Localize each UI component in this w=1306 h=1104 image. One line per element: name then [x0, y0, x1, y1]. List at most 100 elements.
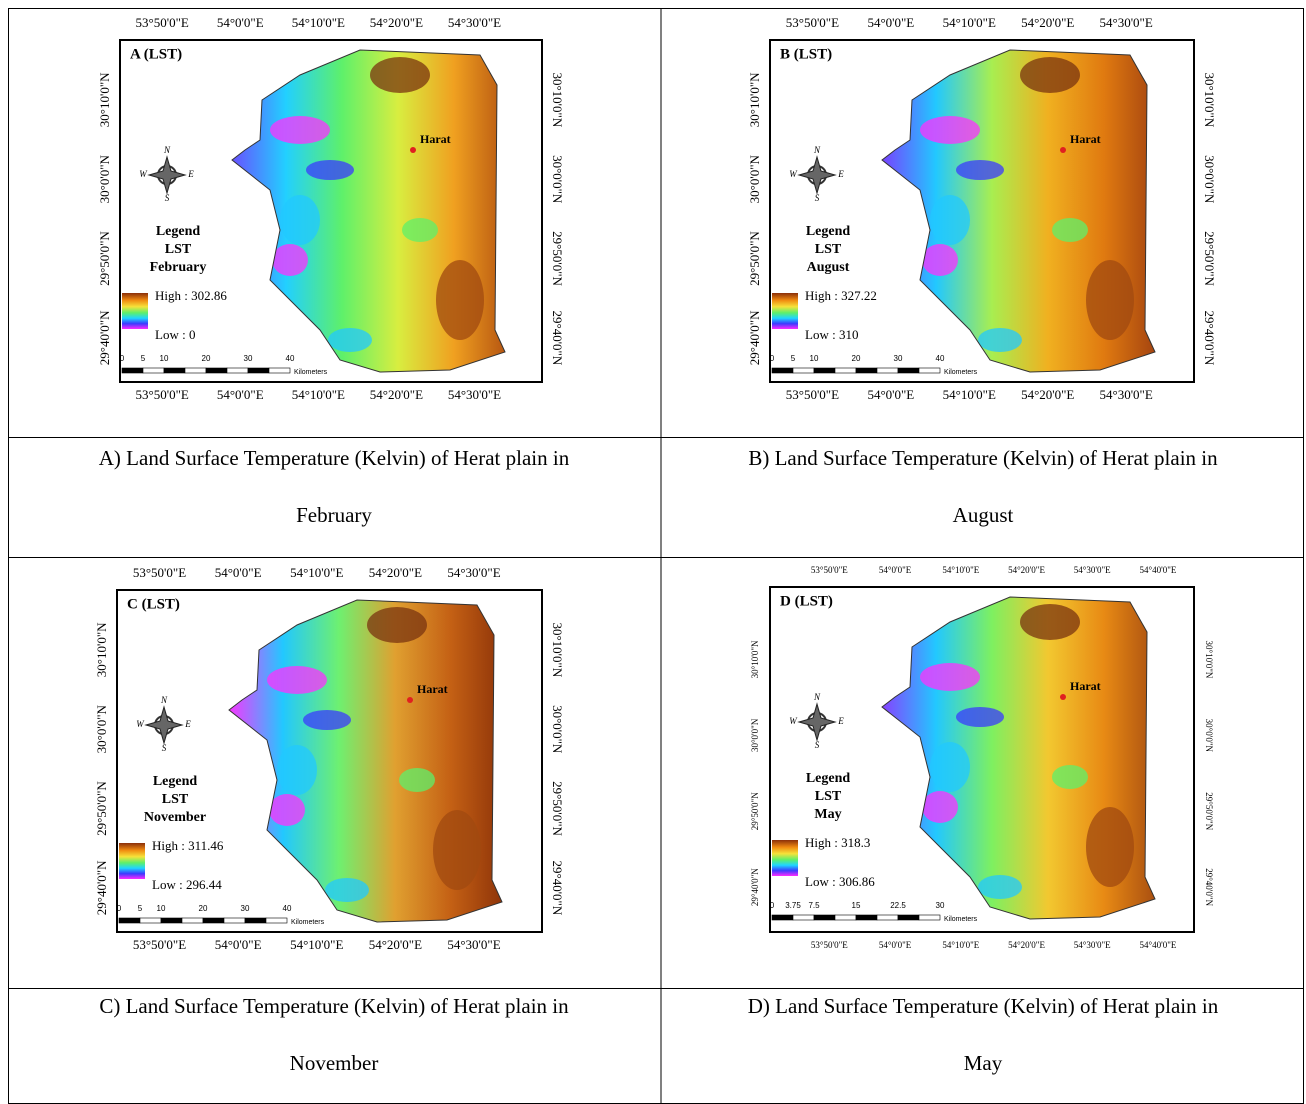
compass-star — [797, 155, 837, 195]
legend-title: August — [807, 260, 850, 275]
legend-high: High : 327.22 — [805, 288, 877, 303]
top-tick-label: 54°0'0"E — [215, 565, 262, 580]
caption: B) Land Surface Temperature (Kelvin) of … — [748, 446, 1218, 470]
left-tick-label: 29°40'0"N — [750, 868, 760, 906]
legend-low: Low : 310 — [805, 327, 858, 342]
scale-label: 15 — [852, 901, 861, 910]
scale-label: 10 — [157, 904, 166, 913]
compass-letter: S — [162, 743, 167, 753]
compass-letter: E — [837, 169, 844, 179]
scale-segment — [918, 367, 941, 374]
scale-unit: Kilometers — [294, 369, 328, 376]
caption: C) Land Surface Temperature (Kelvin) of … — [99, 994, 569, 1018]
map-boundary — [881, 596, 1156, 920]
legend-colorbar — [772, 840, 798, 876]
scale-label: 30 — [244, 354, 253, 363]
scale-label: 5 — [138, 904, 143, 913]
top-tick-label: 54°10'0"E — [943, 15, 996, 30]
lst-raster — [882, 50, 1155, 372]
lst-patch — [367, 607, 427, 643]
lst-patch — [978, 875, 1022, 899]
scale-segment — [855, 914, 878, 921]
lst-patch — [1020, 57, 1080, 93]
panel-label: A (LST) — [130, 46, 182, 62]
legend-title: LST — [815, 789, 842, 804]
top-tick-label: 54°10'0"E — [292, 15, 345, 30]
caption: August — [953, 503, 1014, 527]
city-marker — [407, 697, 413, 703]
scale-label: 0 — [117, 904, 122, 913]
scale-segment — [813, 367, 836, 374]
city-label: Harat — [1070, 132, 1101, 146]
scale-segment — [247, 367, 270, 374]
city-label: Harat — [1070, 679, 1101, 693]
right-tick-label: 30°0'0"N — [550, 155, 565, 204]
panel-label: B (LST) — [780, 46, 832, 62]
legend-title: LST — [815, 242, 842, 257]
bottom-tick-label: 54°0'0"E — [879, 940, 912, 950]
scale-label: 22.5 — [890, 901, 906, 910]
top-tick-label: 54°40'0"E — [1140, 565, 1177, 575]
compass-letter: W — [789, 169, 798, 179]
compass-letter: E — [184, 719, 191, 729]
scale-label: 20 — [852, 354, 861, 363]
compass-letter: E — [837, 716, 844, 726]
compass-letter: N — [163, 145, 171, 155]
scale-label: 40 — [936, 354, 945, 363]
caption: D) Land Surface Temperature (Kelvin) of … — [748, 994, 1219, 1018]
left-tick-label: 29°50'0"N — [97, 231, 112, 286]
lst-patch — [920, 663, 980, 691]
map-panel: 53°50'0"E 54°0'0"E 54°10'0"E 54°20'0"E 54°30… — [97, 15, 570, 527]
bottom-tick-label: 53°50'0"E — [786, 387, 839, 402]
legend-title: May — [814, 807, 841, 822]
legend-colorbar — [772, 293, 798, 329]
right-tick-label: 30°0'0"N — [550, 705, 565, 754]
right-tick-label: 30°10'0"N — [550, 622, 565, 677]
caption: November — [290, 1051, 379, 1075]
top-tick-label: 54°30'0"E — [1074, 565, 1111, 575]
scale-segment — [792, 367, 815, 374]
lst-patch — [930, 195, 970, 245]
scale-label: 30 — [894, 354, 903, 363]
scale-segment — [265, 917, 288, 924]
scale-segment — [121, 367, 144, 374]
left-tick-label: 29°40'0"N — [747, 310, 762, 365]
lst-patch — [956, 160, 1004, 180]
bottom-tick-label: 54°40'0"E — [1140, 940, 1177, 950]
scale-segment — [834, 367, 857, 374]
scale-segment — [181, 917, 204, 924]
bottom-tick-label: 53°50'0"E — [133, 937, 186, 952]
left-tick-label: 29°50'0"N — [94, 781, 109, 836]
bottom-tick-label: 54°20'0"E — [1021, 387, 1074, 402]
bottom-tick-label: 54°30'0"E — [1074, 940, 1111, 950]
top-tick-label: 54°10'0"E — [290, 565, 343, 580]
top-tick-label: 54°0'0"E — [879, 565, 912, 575]
scale-label: 3.75 — [785, 901, 801, 910]
left-tick-label: 29°40'0"N — [97, 310, 112, 365]
right-tick-label: 30°10'0"N — [1204, 640, 1214, 678]
lst-patch — [272, 244, 308, 276]
scale-unit: Kilometers — [944, 369, 978, 376]
lst-patch — [1020, 604, 1080, 640]
panel-label: D (LST) — [780, 593, 833, 609]
scale-label: 10 — [160, 354, 169, 363]
caption: May — [964, 1051, 1003, 1075]
lst-patch — [370, 57, 430, 93]
right-tick-label: 30°0'0"N — [1202, 155, 1217, 204]
right-tick-label: 29°40'0"N — [550, 311, 565, 366]
right-tick-label: 29°50'0"N — [550, 781, 565, 836]
bottom-tick-label: 54°0'0"E — [215, 937, 262, 952]
bottom-tick-label: 54°0'0"E — [867, 387, 914, 402]
top-tick-label: 53°50'0"E — [786, 15, 839, 30]
bottom-tick-label: 54°20'0"E — [1008, 940, 1045, 950]
scale-label: 30 — [241, 904, 250, 913]
scale-segment — [268, 367, 291, 374]
right-tick-label: 29°50'0"N — [1202, 231, 1217, 286]
scale-label: 7.5 — [808, 901, 820, 910]
bottom-tick-label: 53°50'0"E — [136, 387, 189, 402]
scale-unit: Kilometers — [944, 916, 978, 923]
compass-letter: N — [160, 695, 168, 705]
scale-label: 20 — [199, 904, 208, 913]
scale-label: 5 — [791, 354, 796, 363]
legend-title: LST — [162, 792, 189, 807]
